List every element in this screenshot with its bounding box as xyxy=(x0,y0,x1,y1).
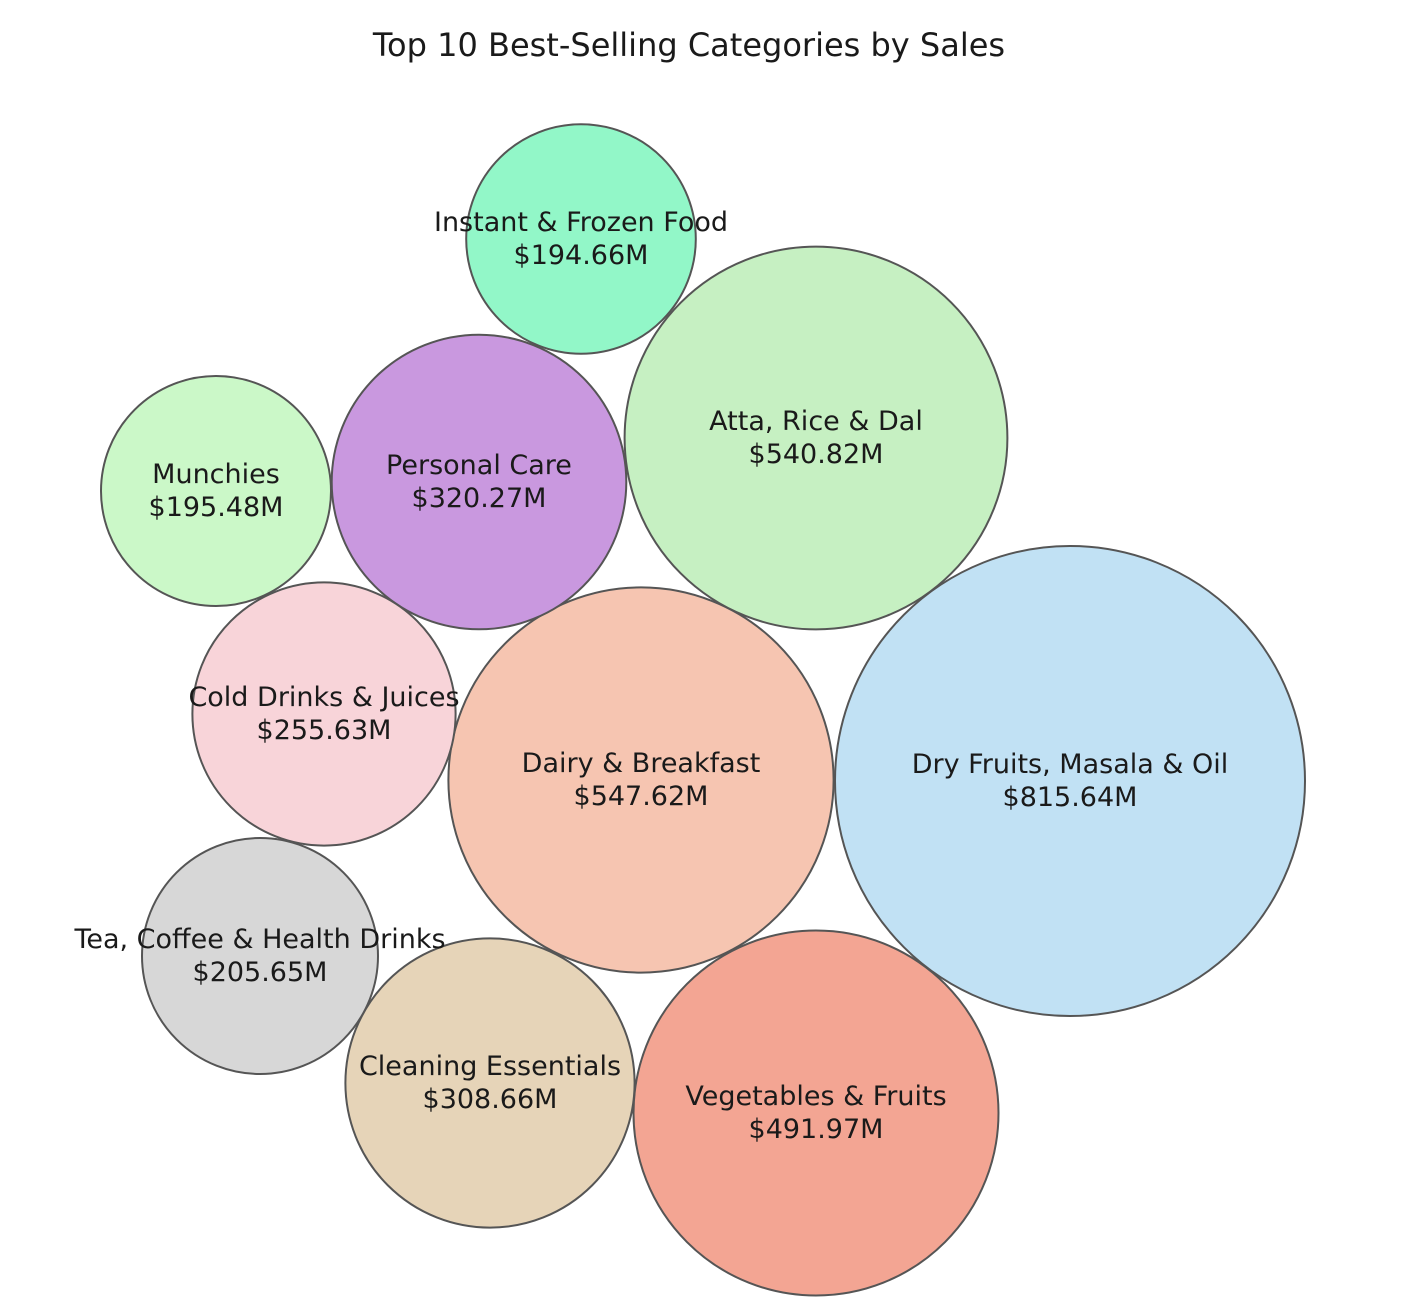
bubble-atta-rice-dal-name-label: Atta, Rice & Dal xyxy=(709,406,923,437)
bubble-atta-rice-dal-value-label: $540.82M xyxy=(749,439,884,470)
bubble-personal-care-name-label: Personal Care xyxy=(386,450,572,481)
bubble-dairy-breakfast-value-label: $547.62M xyxy=(574,781,709,812)
bubble-instant-frozen-food-name-label: Instant & Frozen Food xyxy=(434,207,728,238)
bubble-cleaning-essentials-name-label: Cleaning Essentials xyxy=(359,1051,621,1082)
bubble-layer: Dry Fruits, Masala & Oil$815.64M Dairy & … xyxy=(73,123,1306,1297)
bubble-atta-rice-dal xyxy=(623,245,1009,631)
bubble-cleaning-essentials xyxy=(344,937,636,1229)
bubble-dairy-breakfast xyxy=(447,586,835,974)
bubble-dry-fruits-masala-oil-value-label: $815.64M xyxy=(1003,782,1138,813)
bubble-munchies-value-label: $195.48M xyxy=(149,492,284,523)
bubble-dry-fruits-masala-oil xyxy=(834,545,1306,1017)
bubble-instant-frozen-food xyxy=(465,123,697,355)
chart-title: Top 10 Best-Selling Categories by Sales xyxy=(372,26,1005,64)
bubble-personal-care xyxy=(330,333,628,631)
bubble-tea-coffee-health-drinks-value-label: $205.65M xyxy=(193,957,328,988)
bubble-cleaning-essentials-value-label: $308.66M xyxy=(423,1084,558,1115)
bubble-instant-frozen-food-value-label: $194.66M xyxy=(514,240,649,271)
bubble-cold-drinks-juices-name-label: Cold Drinks & Juices xyxy=(188,682,459,713)
bubble-dry-fruits-masala-oil-name-label: Dry Fruits, Masala & Oil xyxy=(912,749,1229,780)
bubble-personal-care-value-label: $320.27M xyxy=(412,483,547,514)
bubble-tea-coffee-health-drinks-name-label: Tea, Coffee & Health Drinks xyxy=(73,924,445,955)
bubble-vegetables-fruits-value-label: $491.97M xyxy=(749,1114,884,1145)
bubble-vegetables-fruits-name-label: Vegetables & Fruits xyxy=(685,1081,946,1112)
bubble-munchies-name-label: Munchies xyxy=(152,459,280,490)
bubble-munchies xyxy=(100,375,332,607)
bubble-tea-coffee-health-drinks xyxy=(141,837,379,1075)
bubble-cold-drinks-juices xyxy=(191,581,457,847)
bubble-cold-drinks-juices-value-label: $255.63M xyxy=(257,715,392,746)
bubble-dairy-breakfast-name-label: Dairy & Breakfast xyxy=(522,748,761,779)
bubble-vegetables-fruits xyxy=(632,929,1000,1297)
